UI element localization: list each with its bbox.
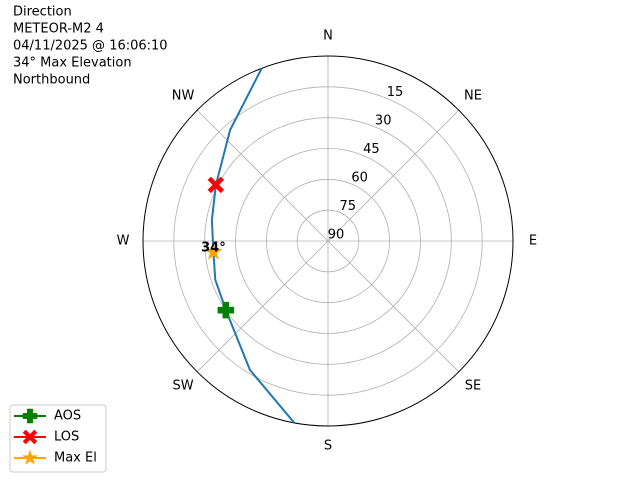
grid-spoke [196, 109, 329, 242]
grid-spoke [196, 240, 329, 373]
r-tick-label: 60 [351, 171, 368, 186]
legend-label: Max El [54, 451, 97, 466]
theta-tick-label: SW [172, 378, 193, 393]
theta-tick-label: SE [465, 378, 481, 393]
legend-marker [22, 408, 38, 424]
marker-star [204, 242, 223, 260]
theta-tick-label: NE [464, 89, 482, 104]
legend-marker [21, 449, 39, 465]
title-line: 34° Max Elevation [13, 56, 132, 71]
r-tick-label: 30 [375, 114, 392, 129]
theta-tick-label: W [117, 234, 130, 249]
grid-spoke [327, 240, 460, 373]
title-line: 04/11/2025 @ 16:06:10 [13, 39, 168, 54]
marker-plus [217, 301, 235, 319]
title-line: Direction [13, 5, 72, 20]
theta-tick-label: S [324, 439, 332, 454]
theta-tick-label: E [529, 234, 537, 249]
theta-tick-label: N [323, 29, 333, 44]
r-tick-label: 90 [328, 228, 345, 243]
r-tick-label: 45 [363, 142, 380, 157]
grid-spoke [327, 109, 460, 242]
legend-label: AOS [54, 409, 81, 424]
outer-circle [142, 55, 514, 427]
legend-label: LOS [54, 430, 79, 445]
legend-box [9, 404, 107, 473]
r-tick-label: 75 [340, 199, 357, 214]
title-line: Northbound [13, 73, 90, 88]
annotation: 34° [201, 241, 226, 256]
marker-x [207, 176, 225, 194]
r-tick-label: 15 [387, 85, 404, 100]
title-line: METEOR-M2 4 [13, 22, 104, 37]
legend-marker [22, 429, 38, 445]
theta-tick-label: NW [172, 89, 195, 104]
legend: AOS LOS Max El [9, 404, 107, 473]
